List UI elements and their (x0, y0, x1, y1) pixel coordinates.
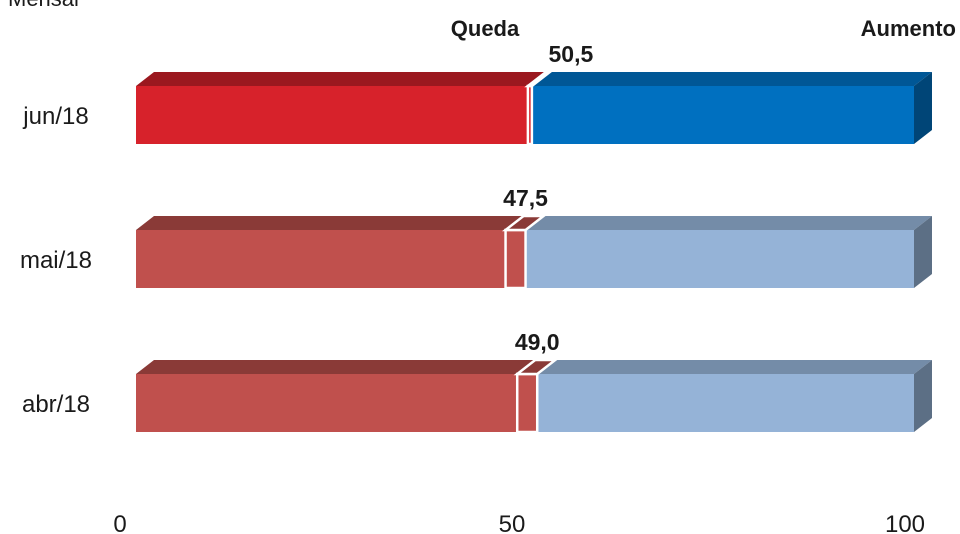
bar-aumento-top (528, 72, 932, 86)
bar-aumento-top (517, 360, 932, 374)
x-tick-label: 0 (113, 511, 126, 534)
value-label: 47,5 (503, 185, 548, 211)
category-label: jun/18 (22, 103, 88, 130)
value-marker (526, 84, 534, 146)
bar-row-2: 49,0 (136, 329, 932, 434)
value-label: 49,0 (515, 329, 560, 355)
bar-aumento-side (914, 72, 932, 144)
bar-aumento-top (505, 216, 932, 230)
value-marker-top (513, 358, 559, 376)
value-label: 50,5 (549, 41, 594, 67)
bar-row-1: 47,5 (136, 185, 932, 290)
x-tick-label: 50 (499, 511, 526, 534)
bar-queda-top (136, 72, 547, 86)
bar-queda (136, 86, 529, 144)
bar-row-0: 50,5 (136, 41, 932, 146)
value-marker (504, 228, 527, 290)
value-marker (515, 372, 539, 434)
legend-queda: Queda (451, 16, 520, 41)
x-tick-labels: 0 50 100 (113, 511, 925, 534)
corner-label: Mensal (8, 0, 79, 11)
bar-queda-top (136, 360, 536, 374)
category-label: abr/18 (22, 391, 90, 418)
bar-queda (136, 374, 518, 432)
legend-aumento: Aumento (861, 16, 956, 41)
bar-queda (136, 230, 506, 288)
bar-aumento-side (914, 360, 932, 432)
category-labels: jun/18 mai/18 abr/18 (20, 103, 92, 418)
bar-aumento-side (914, 216, 932, 288)
bar-aumento (517, 374, 914, 432)
x-tick-label: 100 (885, 511, 925, 534)
value-marker-top (524, 70, 554, 88)
bar-queda-top (136, 216, 524, 230)
category-label: mai/18 (20, 247, 92, 274)
value-marker-top (501, 214, 548, 232)
bar-aumento (528, 86, 914, 144)
bar-aumento (505, 230, 914, 288)
bars-group: 50,5 47,5 49,0 (136, 41, 932, 434)
